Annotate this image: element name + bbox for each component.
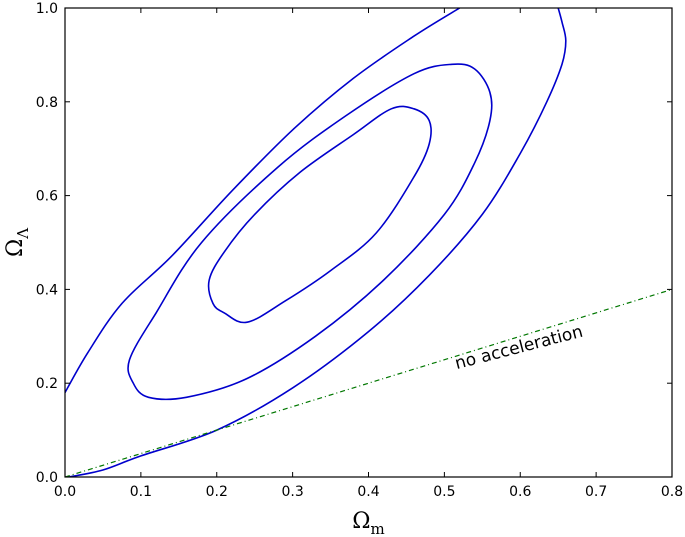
x-tick-label: 0.0 [54, 484, 76, 500]
y-tick-label: 0.6 [36, 189, 58, 205]
y-tick-label: 0.8 [36, 95, 58, 111]
x-tick-label: 0.8 [661, 484, 683, 500]
x-axis-label: Ωm [352, 509, 384, 537]
x-tick-label: 0.4 [357, 484, 379, 500]
y-axis-label: ΩΛ [3, 228, 32, 257]
plot-frame [64, 7, 673, 478]
y-tick-label: 1.0 [36, 1, 58, 17]
x-tick-label: 0.1 [130, 484, 152, 500]
x-tick-label: 0.6 [509, 484, 531, 500]
contour-line-3 [65, 8, 461, 393]
x-tick-label: 0.5 [433, 484, 455, 500]
x-axis-label-sub: m [371, 520, 385, 537]
contour-line-1 [207, 105, 432, 324]
y-axis-label-main: Ω [3, 239, 28, 257]
x-tick-label: 0.2 [206, 484, 228, 500]
plot-area: no acceleration [65, 8, 672, 477]
axis-labels: Ωm ΩΛ [3, 228, 385, 537]
y-tick-label: 0.0 [36, 470, 58, 486]
axes: 0.0 0.1 0.2 0.3 0.4 0.5 0.6 0.7 0.8 0.0 0.2 0.4 0.6 0… [36, 1, 683, 500]
y-tick-label: 0.4 [36, 282, 58, 298]
series-group [65, 8, 672, 477]
contour-line-4 [68, 8, 567, 477]
y-axis-label-sub: Λ [14, 228, 32, 240]
contour-line-2 [127, 63, 493, 401]
x-tick-label: 0.3 [281, 484, 303, 500]
y-tick-label: 0.2 [36, 376, 58, 392]
x-tick-label: 0.7 [585, 484, 607, 500]
x-axis-label-main: Ω [352, 509, 370, 534]
annotation-no-acceleration: no acceleration [453, 322, 585, 374]
no-acceleration-line [65, 288, 672, 477]
